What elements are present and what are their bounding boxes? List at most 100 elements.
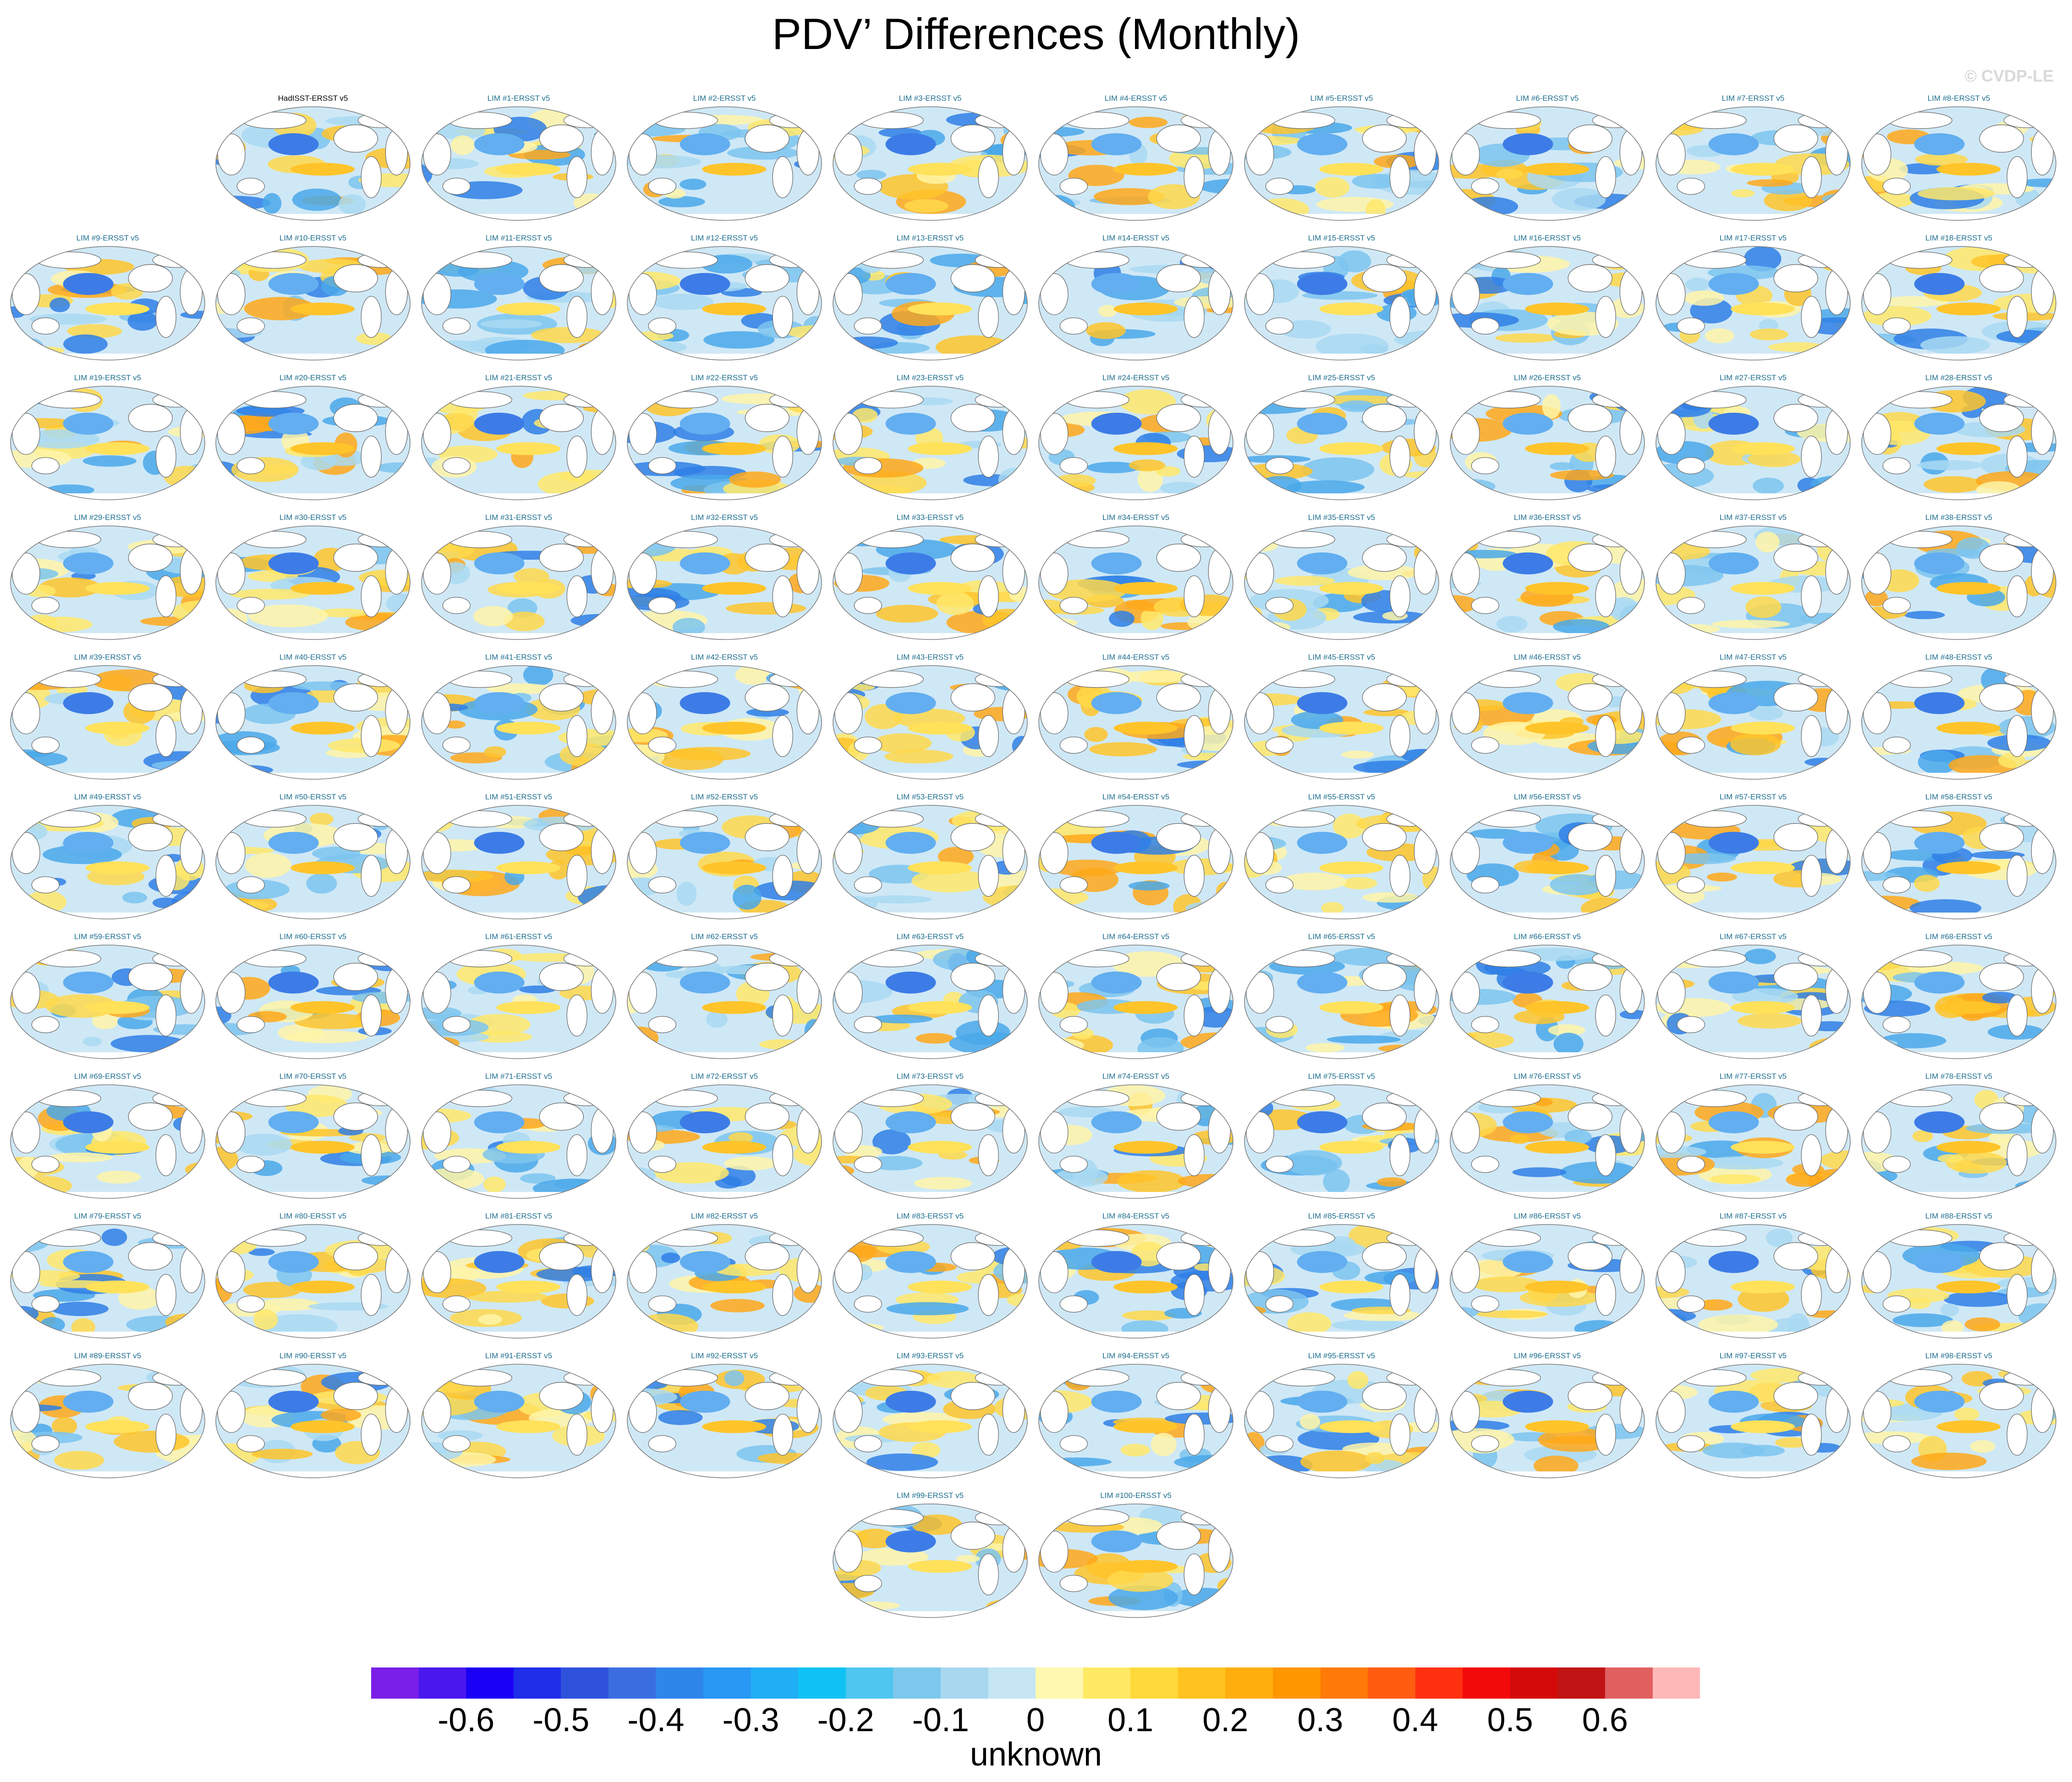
map-border (1861, 805, 2056, 919)
land-mass (745, 543, 789, 572)
antarctica (1244, 913, 1439, 919)
antarctica (627, 1332, 822, 1338)
land-mass (31, 736, 60, 754)
tropical-pacific-anomaly (908, 442, 972, 455)
anomaly-patch (82, 1037, 102, 1047)
land-mass (180, 268, 203, 315)
anomaly-patch (1745, 596, 1781, 618)
land-mass (1595, 156, 1616, 198)
north-pacific-anomaly (474, 1251, 525, 1273)
panel-label: LIM #55-ERSST v5 (1308, 793, 1376, 801)
land-mass (1887, 1369, 1952, 1387)
land-mass (854, 457, 882, 475)
map-border (1450, 945, 1645, 1059)
land-mass (361, 436, 382, 478)
anomaly-patch (503, 612, 545, 631)
map-panel: LIM #93-ERSST v5 (829, 1351, 1031, 1484)
antarctica (1656, 354, 1850, 360)
panel-label: LIM #72-ERSST v5 (691, 1072, 758, 1081)
land-mass (1156, 124, 1201, 153)
antarctica (216, 1332, 410, 1338)
anomaly-patch (1244, 606, 1262, 621)
anomaly-patch (1315, 177, 1350, 198)
land-mass (361, 715, 382, 757)
antarctica (627, 214, 822, 220)
colorbar-box (1320, 1667, 1368, 1699)
land-mass (1452, 552, 1480, 595)
map-panel: LIM #26-ERSST v5 (1447, 373, 1648, 506)
anomaly-patch (1008, 479, 1027, 500)
north-pacific-anomaly (1914, 552, 1965, 574)
map-border (1038, 386, 1233, 500)
colorbar-tick-label: -0.2 (817, 1702, 874, 1738)
anomaly-patch (1943, 1291, 2014, 1307)
map-border (833, 1084, 1028, 1199)
land-mass (180, 1107, 203, 1153)
land-mass (1825, 1386, 1848, 1433)
land-mass (1682, 810, 1747, 828)
anomaly-patch (1915, 153, 1968, 166)
global-sst-difference-map (1038, 805, 1233, 919)
global-sst-difference-map (1244, 1084, 1439, 1199)
anomaly-patch (627, 1239, 650, 1253)
land-mass (1452, 692, 1480, 734)
anomaly-patch (306, 873, 337, 894)
land-mass (1682, 531, 1747, 548)
global-sst-difference-map (627, 805, 822, 919)
land-mass (241, 1230, 307, 1247)
land-mass (1002, 408, 1025, 455)
land-mass (1246, 1391, 1274, 1433)
land-mass (2006, 715, 2028, 757)
global-sst-difference-map (1244, 246, 1439, 361)
map-panel: LIM #33-ERSST v5 (829, 513, 1031, 646)
land-mass (2006, 1134, 2028, 1176)
land-mass (950, 124, 995, 153)
land-mass (1682, 1230, 1747, 1247)
anomaly-patch (1707, 872, 1738, 882)
land-mass (1389, 1274, 1410, 1316)
land-mass (12, 972, 40, 1014)
land-mass (854, 1435, 882, 1453)
anomaly-patch (733, 885, 762, 910)
land-mass (1801, 1274, 1822, 1316)
land-mass (1595, 296, 1616, 338)
map-border (1244, 665, 1439, 780)
tropical-pacific-anomaly (291, 442, 355, 455)
land-mass (1389, 296, 1410, 338)
colorbar-tick-label: -0.4 (627, 1702, 685, 1738)
land-mass (1595, 855, 1616, 897)
anomaly-patch (1093, 188, 1165, 205)
panel-label: LIM #30-ERSST v5 (279, 513, 347, 522)
map-border (421, 805, 616, 919)
anomaly-patch (651, 293, 714, 310)
land-mass (745, 1102, 789, 1131)
global-sst-difference-map (1038, 1364, 1233, 1478)
anomaly-patch (915, 1033, 954, 1044)
map-border (627, 246, 822, 361)
land-mass (629, 1391, 657, 1433)
north-pacific-anomaly (1297, 1111, 1348, 1133)
land-mass (1882, 1435, 1911, 1453)
land-mass (978, 575, 999, 618)
map-border (1450, 525, 1645, 640)
land-mass (745, 124, 789, 153)
land-mass (180, 1246, 203, 1293)
map-border (1038, 1084, 1233, 1199)
land-mass (1040, 552, 1069, 595)
anomaly-patch (1140, 607, 1163, 630)
global-sst-difference-map (1244, 386, 1439, 500)
anomaly-patch (866, 1453, 938, 1471)
map-border (1450, 1084, 1645, 1199)
land-mass (1452, 413, 1480, 455)
tropical-pacific-anomaly (1113, 1001, 1178, 1014)
map-border (1655, 945, 1851, 1059)
land-mass (1059, 596, 1088, 614)
land-mass (834, 1111, 863, 1153)
north-pacific-anomaly (1708, 971, 1759, 994)
panel-label: LIM #90-ERSST v5 (279, 1351, 347, 1360)
map-panel: LIM #68-ERSST v5 (1858, 932, 2060, 1065)
map-panel: LIM #39-ERSST v5 (7, 653, 208, 786)
land-mass (1887, 391, 1952, 409)
land-mass (1156, 1242, 1201, 1271)
global-sst-difference-map (421, 945, 616, 1059)
